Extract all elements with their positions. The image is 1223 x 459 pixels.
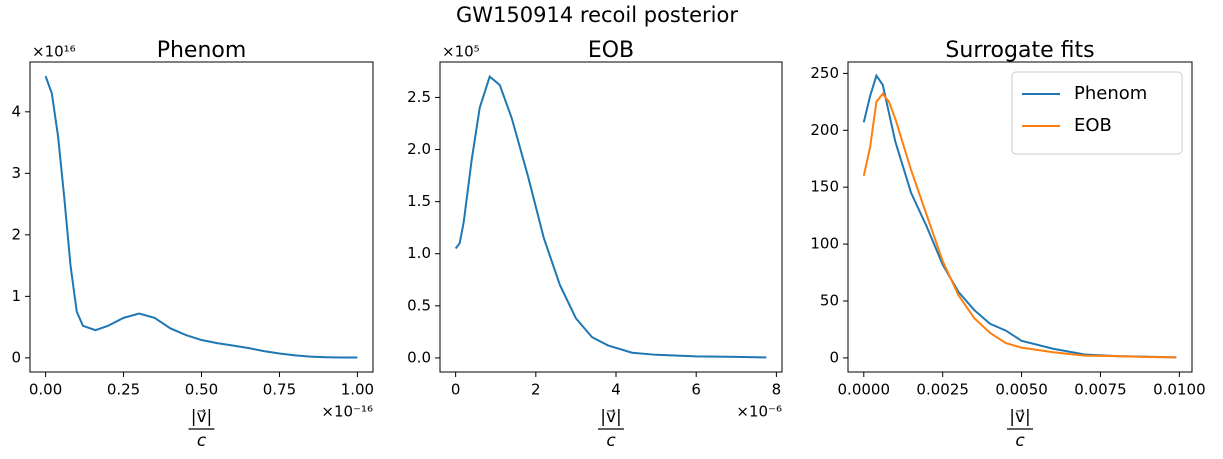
x-label-numerator: |v⃗| — [600, 407, 622, 427]
subplot-title: Surrogate fits — [945, 38, 1094, 63]
y-tick-label: 0.5 — [407, 296, 431, 314]
figure-title: GW150914 recoil posterior — [456, 3, 738, 27]
x-label-denominator: c — [197, 431, 207, 451]
y-tick-label: 50 — [820, 291, 839, 309]
y-tick-label: 2 — [11, 225, 21, 243]
data-line — [454, 74, 767, 359]
y-tick-label: 3 — [11, 164, 21, 182]
axes-frame — [29, 61, 374, 373]
x-label-numerator: |v⃗| — [1009, 407, 1031, 427]
x-tick-label: 0.00 — [29, 381, 62, 399]
x-label-numerator: |v⃗| — [191, 407, 213, 427]
x-tick-label: 0.0000 — [838, 381, 891, 399]
x-tick-label: 6 — [691, 381, 701, 399]
x-tick-label: 0 — [451, 381, 461, 399]
data-line — [862, 73, 1177, 359]
subplot-title: Phenom — [157, 38, 247, 63]
legend-box — [1011, 71, 1183, 155]
x-tick-label: 0.0050 — [995, 381, 1048, 399]
y-tick-label: 1.0 — [407, 244, 431, 262]
y-tick-label: 1.5 — [407, 192, 431, 210]
x-tick-label: 0.0075 — [1074, 381, 1127, 399]
y-tick-label: 150 — [810, 178, 839, 196]
y-tick-label: 1 — [11, 287, 21, 305]
subplot-title: EOB — [588, 38, 634, 63]
axes-frame — [847, 61, 1193, 373]
axes-frame — [439, 61, 783, 373]
x-tick-label: 0.0025 — [916, 381, 969, 399]
x-label-denominator: c — [1015, 431, 1025, 451]
x-tick-label: 0.25 — [107, 381, 140, 399]
y-tick-label: 0.0 — [407, 348, 431, 366]
y-tick-label: 2.5 — [407, 88, 431, 106]
y-tick-label: 0 — [829, 348, 839, 366]
data-line — [862, 92, 1177, 359]
x-tick-label: 0.50 — [185, 381, 218, 399]
x-offset-label: ×10⁻⁶ — [736, 403, 782, 421]
x-tick-label: 0.75 — [263, 381, 296, 399]
y-tick-label: 100 — [810, 235, 839, 253]
x-tick-label: 1.00 — [341, 381, 374, 399]
x-offset-label: ×10⁻¹⁶ — [321, 403, 373, 421]
legend-label: Phenom — [1074, 83, 1147, 104]
y-offset-label: ×10⁵ — [442, 43, 480, 61]
y-tick-label: 200 — [810, 121, 839, 139]
y-tick-label: 250 — [810, 64, 839, 82]
y-tick-label: 2.0 — [407, 140, 431, 158]
x-tick-label: 0.0100 — [1153, 381, 1206, 399]
legend-label: EOB — [1074, 115, 1112, 136]
x-tick-label: 8 — [772, 381, 782, 399]
x-tick-label: 4 — [611, 381, 621, 399]
y-tick-label: 0 — [11, 348, 21, 366]
data-line — [44, 75, 358, 359]
y-offset-label: ×10¹⁶ — [32, 43, 76, 61]
x-label-denominator: c — [606, 431, 616, 451]
x-tick-label: 2 — [531, 381, 541, 399]
y-tick-label: 4 — [11, 102, 21, 120]
